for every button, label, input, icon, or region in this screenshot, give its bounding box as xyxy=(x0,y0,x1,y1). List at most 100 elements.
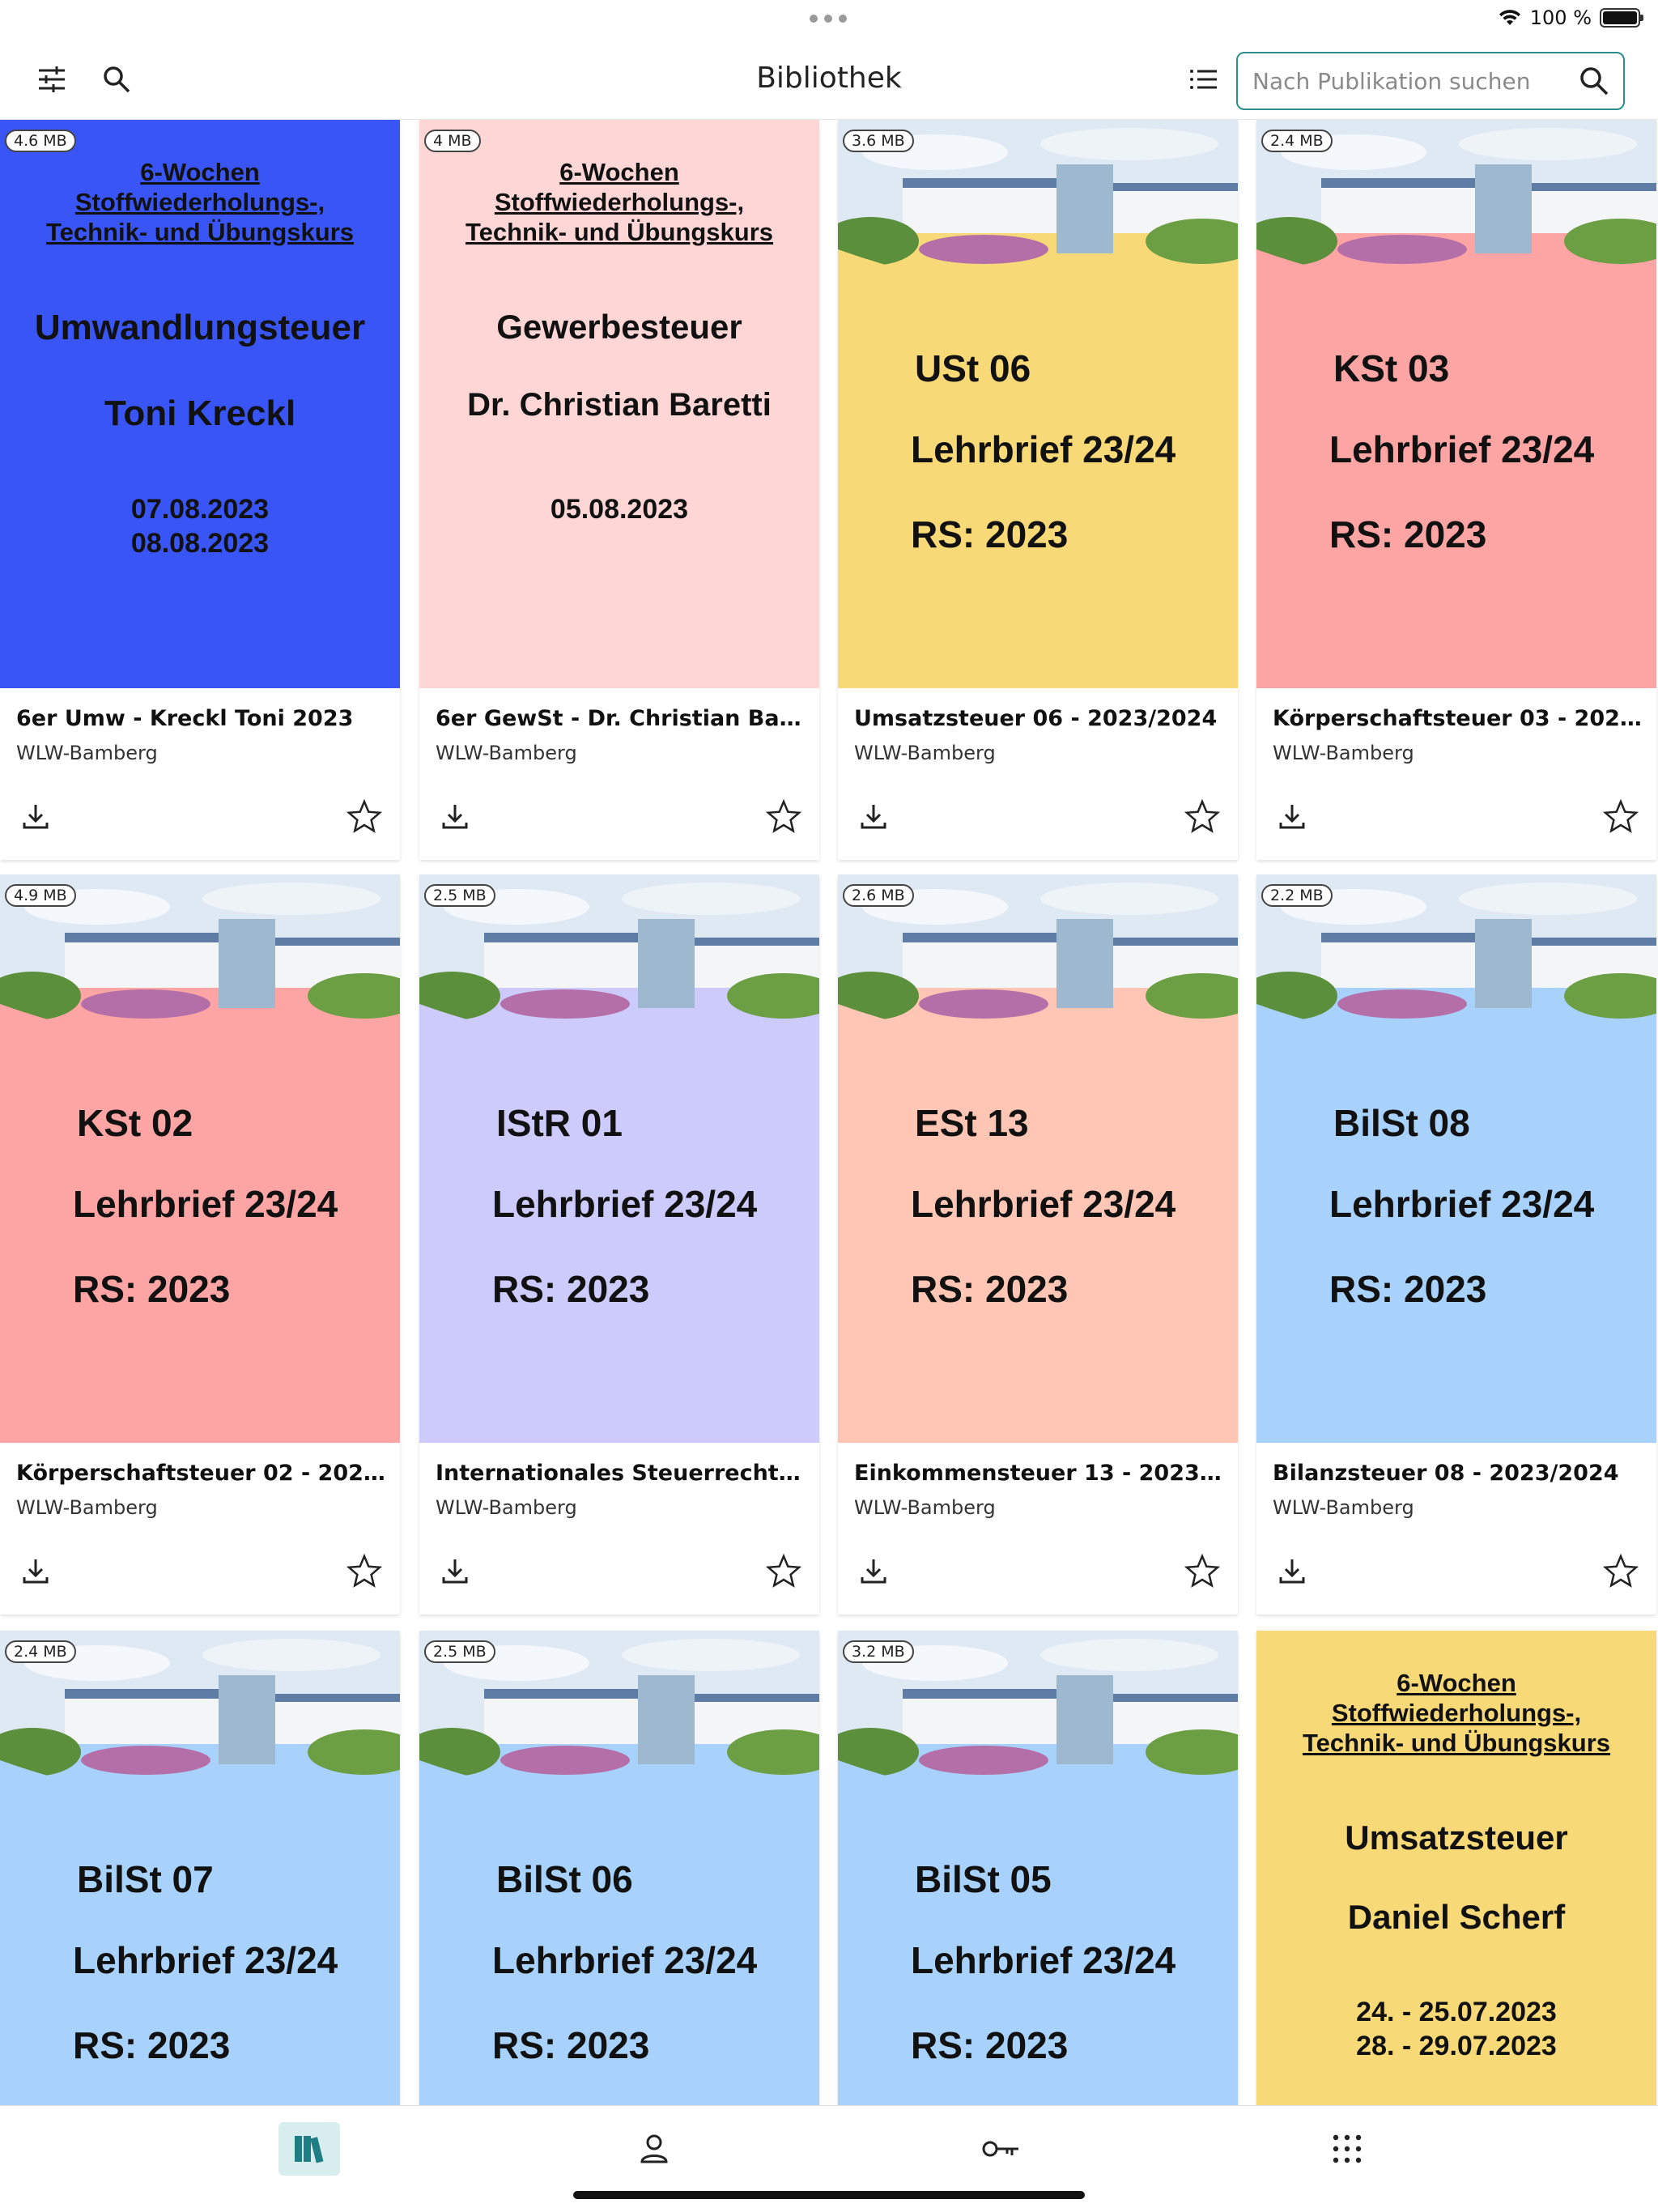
card-publisher: WLW-Bamberg xyxy=(854,1496,996,1519)
publication-cover[interactable]: 3.2 MB BilSt 05 Lehrbrief 23/24 RS: 2023 xyxy=(838,1631,1238,2105)
card-info: Körperschaftsteuer 02 - 2023/2024 WLW-Ba… xyxy=(0,1443,400,1614)
publication-cover[interactable]: 6-Wochen Stoffwiederholungs-, Technik- und… xyxy=(1256,1631,1656,2105)
card-title[interactable]: 6er Umw - Kreckl Toni 2023 xyxy=(16,706,354,731)
download-icon[interactable] xyxy=(857,1555,890,1587)
favorite-star-icon[interactable] xyxy=(766,1553,801,1589)
library-grid: 4.6 MB 6-Wochen Stoffwiederholungs-, Techn… xyxy=(0,120,1658,2105)
tab-more[interactable] xyxy=(1316,2122,1378,2176)
card-info: Körperschaftsteuer 03 - 2023/2024 WLW-Ba… xyxy=(1256,688,1656,860)
publication-cover[interactable]: 2.5 MB BilSt 06 Lehrbrief 23/24 RS: 2023 xyxy=(419,1631,819,2105)
publication-cover[interactable]: 2.4 MB KSt 03 Lehrbrief 23/24 RS: 2023 xyxy=(1256,120,1656,688)
cover-dates: 24. - 25.07.2023 28. - 29.07.2023 xyxy=(1356,1997,1557,2061)
home-indicator[interactable] xyxy=(573,2191,1085,2199)
download-icon[interactable] xyxy=(19,1555,52,1587)
publication-card[interactable]: 6-Wochen Stoffwiederholungs-, Technik- und… xyxy=(1256,1631,1656,2105)
favorite-star-icon[interactable] xyxy=(346,1553,382,1589)
wifi-icon xyxy=(1499,10,1520,25)
download-icon[interactable] xyxy=(1276,800,1308,832)
favorite-star-icon[interactable] xyxy=(1184,1553,1220,1589)
cover-letter: Lehrbrief 23/24 xyxy=(492,1183,758,1225)
cover-course-code: BilSt 06 xyxy=(496,1858,633,1900)
publication-cover[interactable]: 4.9 MB KSt 02 Lehrbrief 23/24 RS: 2023 xyxy=(0,874,400,1443)
card-info: Bilanzsteuer 08 - 2023/2024 WLW-Bamberg xyxy=(1256,1443,1656,1614)
publication-card[interactable]: 2.2 MB BilSt 08 Lehrbrief 23/24 RS: 2023… xyxy=(1256,874,1656,1614)
cover-subject: Umsatzsteuer xyxy=(1345,1819,1568,1857)
favorite-star-icon[interactable] xyxy=(766,798,801,834)
publication-cover[interactable]: 4.6 MB 6-Wochen Stoffwiederholungs-, Techn… xyxy=(0,120,400,688)
publication-card[interactable]: 4.6 MB 6-Wochen Stoffwiederholungs-, Techn… xyxy=(0,120,400,860)
card-info: Umsatzsteuer 06 - 2023/2024 WLW-Bamberg xyxy=(838,688,1238,860)
card-title[interactable]: 6er GewSt - Dr. Christian Baretti 2023 xyxy=(436,706,808,731)
publication-cover[interactable]: 2.6 MB ESt 13 Lehrbrief 23/24 RS: 2023 xyxy=(838,874,1238,1443)
cover-letter: Lehrbrief 23/24 xyxy=(73,1939,338,1981)
cover-text: BilSt 07 Lehrbrief 23/24 RS: 2023 xyxy=(0,1631,400,2105)
cover-letter: Lehrbrief 23/24 xyxy=(911,1939,1176,1981)
favorite-star-icon[interactable] xyxy=(1184,798,1220,834)
card-info: Einkommensteuer 13 - 2023/2024 WLW-Bambe… xyxy=(838,1443,1238,1614)
grid-menu-icon xyxy=(1333,2134,1362,2163)
file-size-badge: 2.4 MB xyxy=(5,1640,76,1663)
cover-rs: RS: 2023 xyxy=(911,2024,1069,2066)
file-size-badge: 2.4 MB xyxy=(1261,130,1333,152)
publication-card[interactable]: 4.9 MB KSt 02 Lehrbrief 23/24 RS: 2023 K… xyxy=(0,874,400,1614)
publication-search-field xyxy=(1236,52,1625,110)
list-view-icon[interactable] xyxy=(1184,60,1222,99)
filter-sliders-icon[interactable] xyxy=(32,60,71,99)
cover-subject: Umwandlungsteuer xyxy=(34,308,366,347)
publication-card[interactable]: 2.5 MB IStR 01 Lehrbrief 23/24 RS: 2023 … xyxy=(419,874,819,1614)
library-icon xyxy=(295,2136,324,2163)
card-title[interactable]: Einkommensteuer 13 - 2023/2024 xyxy=(854,1461,1226,1486)
download-icon[interactable] xyxy=(19,800,52,832)
cover-dates: 07.08.2023 08.08.2023 xyxy=(130,494,270,559)
search-submit-icon[interactable] xyxy=(1578,65,1610,97)
cover-letter: Lehrbrief 23/24 xyxy=(73,1183,338,1225)
publication-cover[interactable]: 2.4 MB BilSt 07 Lehrbrief 23/24 RS: 2023 xyxy=(0,1631,400,2105)
publication-cover[interactable]: 3.6 MB USt 06 Lehrbrief 23/24 RS: 2023 xyxy=(838,120,1238,688)
card-publisher: WLW-Bamberg xyxy=(436,1496,577,1519)
status-right: 100 % xyxy=(1498,6,1643,29)
card-title[interactable]: Umsatzsteuer 06 - 2023/2024 xyxy=(854,706,1218,731)
publication-card[interactable]: 4 MB 6-Wochen Stoffwiederholungs-, Technik… xyxy=(419,120,819,860)
file-size-badge: 3.2 MB xyxy=(843,1640,914,1663)
publication-card[interactable]: 2.4 MB KSt 03 Lehrbrief 23/24 RS: 2023 K… xyxy=(1256,120,1656,860)
card-title[interactable]: Internationales Steuerrecht 01 - 2023/20… xyxy=(436,1461,808,1486)
cover-rs: RS: 2023 xyxy=(73,2024,231,2066)
tab-library[interactable] xyxy=(278,2122,340,2176)
publication-card[interactable]: 2.5 MB BilSt 06 Lehrbrief 23/24 RS: 2023 xyxy=(419,1631,819,2105)
publication-cover[interactable]: 2.5 MB IStR 01 Lehrbrief 23/24 RS: 2023 xyxy=(419,874,819,1443)
favorite-star-icon[interactable] xyxy=(1603,1553,1639,1589)
download-icon[interactable] xyxy=(439,1555,471,1587)
cover-course-code: USt 06 xyxy=(915,347,1031,389)
publication-cover[interactable]: 2.2 MB BilSt 08 Lehrbrief 23/24 RS: 2023 xyxy=(1256,874,1656,1443)
publication-cover[interactable]: 4 MB 6-Wochen Stoffwiederholungs-, Technik… xyxy=(419,120,819,688)
tab-profile[interactable] xyxy=(623,2122,685,2176)
cover-text: ESt 13 Lehrbrief 23/24 RS: 2023 xyxy=(838,874,1238,1443)
favorite-star-icon[interactable] xyxy=(346,798,382,834)
tab-access-key[interactable] xyxy=(970,2122,1031,2176)
publication-card[interactable]: 3.6 MB USt 06 Lehrbrief 23/24 RS: 2023 U… xyxy=(838,120,1238,860)
publication-card[interactable]: 2.6 MB ESt 13 Lehrbrief 23/24 RS: 2023 E… xyxy=(838,874,1238,1614)
cover-rs: RS: 2023 xyxy=(911,1268,1069,1310)
card-title[interactable]: Körperschaftsteuer 02 - 2023/2024 xyxy=(16,1461,389,1486)
card-info: 6er Umw - Kreckl Toni 2023 WLW-Bamberg xyxy=(0,688,400,860)
cover-text: KSt 03 Lehrbrief 23/24 RS: 2023 xyxy=(1256,120,1656,688)
favorite-star-icon[interactable] xyxy=(1603,798,1639,834)
battery-icon xyxy=(1600,8,1643,28)
publication-search-input[interactable] xyxy=(1252,67,1578,95)
publication-card[interactable]: 3.2 MB BilSt 05 Lehrbrief 23/24 RS: 2023 xyxy=(838,1631,1238,2105)
page-title: Bibliothek xyxy=(756,62,902,95)
download-icon[interactable] xyxy=(439,800,471,832)
card-title[interactable]: Bilanzsteuer 08 - 2023/2024 xyxy=(1273,1461,1619,1486)
download-icon[interactable] xyxy=(1276,1555,1308,1587)
cover-text: BilSt 08 Lehrbrief 23/24 RS: 2023 xyxy=(1256,874,1656,1443)
file-size-badge: 2.5 MB xyxy=(424,884,495,907)
key-icon xyxy=(982,2141,1018,2157)
search-icon[interactable] xyxy=(97,60,136,99)
download-icon[interactable] xyxy=(857,800,890,832)
publication-card[interactable]: 2.4 MB BilSt 07 Lehrbrief 23/24 RS: 2023 xyxy=(0,1631,400,2105)
card-title[interactable]: Körperschaftsteuer 03 - 2023/2024 xyxy=(1273,706,1645,731)
card-publisher: WLW-Bamberg xyxy=(1273,742,1414,764)
cover-subject: Gewerbesteuer xyxy=(496,308,742,346)
multitasking-dots-icon[interactable] xyxy=(810,15,848,24)
cover-letter: Lehrbrief 23/24 xyxy=(1329,428,1595,470)
